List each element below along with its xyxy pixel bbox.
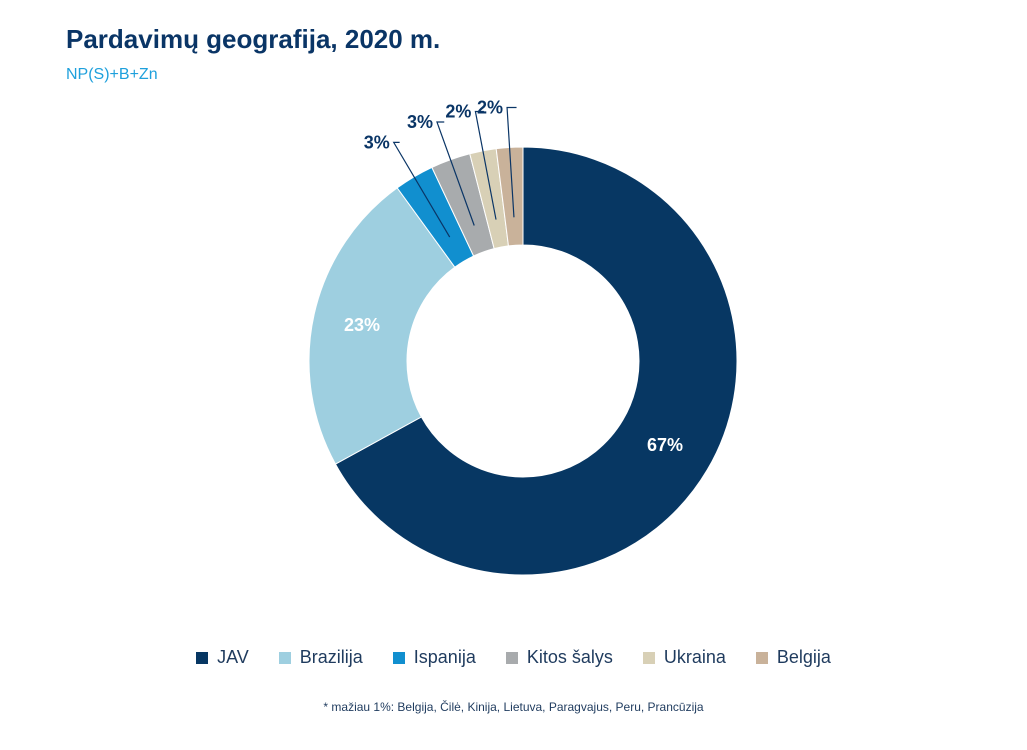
slice-label-3: 3% [407, 112, 433, 132]
legend-swatch [196, 651, 209, 664]
slice-label-5: 2% [477, 98, 503, 118]
legend-item-0: JAV [196, 647, 249, 668]
chart-title: Pardavimų geografija, 2020 m. [66, 24, 441, 54]
footnote: * mažiau 1%: Belgija, Čilė, Kinija, Liet… [323, 700, 704, 714]
legend-label: Kitos šalys [526, 647, 613, 667]
legend-swatch [642, 651, 655, 664]
legend-swatch [755, 651, 768, 664]
chart-legend: JAV Brazilija Ispanija Kitos šalys Ukraina Be… [0, 647, 1027, 668]
legend-label: Ispanija [413, 647, 476, 667]
leader-line-5 [506, 106, 517, 218]
slice-label-4: 2% [445, 101, 471, 121]
donut-slice-1 [308, 187, 456, 465]
legend-swatch [278, 651, 291, 664]
donut-slice-5 [495, 146, 524, 247]
legend-item-5: Belgija [755, 647, 831, 668]
slice-label-2: 3% [364, 132, 390, 152]
legend-swatch [392, 651, 405, 664]
legend-item-1: Brazilija [278, 647, 363, 668]
chart-subtitle: NP(S)+B+Zn [66, 66, 158, 83]
leader-line-3 [436, 121, 475, 226]
donut-chart: 67% 23% 3% 3% 2% 2% [308, 98, 738, 576]
donut-slice-0 [334, 146, 738, 576]
legend-label: JAV [217, 647, 249, 667]
legend-item-2: Ispanija [392, 647, 476, 668]
legend-item-3: Kitos šalys [505, 647, 613, 668]
legend-label: Brazilija [299, 647, 363, 667]
slice-label-1: 23% [344, 315, 380, 335]
legend-item-4: Ukraina [642, 647, 726, 668]
legend-swatch [505, 651, 518, 664]
slice-label-0: 67% [647, 435, 683, 455]
leader-line-2 [392, 141, 451, 238]
legend-label: Belgija [776, 647, 831, 667]
legend-label: Ukraina [663, 647, 726, 667]
leader-line-4 [474, 110, 497, 220]
